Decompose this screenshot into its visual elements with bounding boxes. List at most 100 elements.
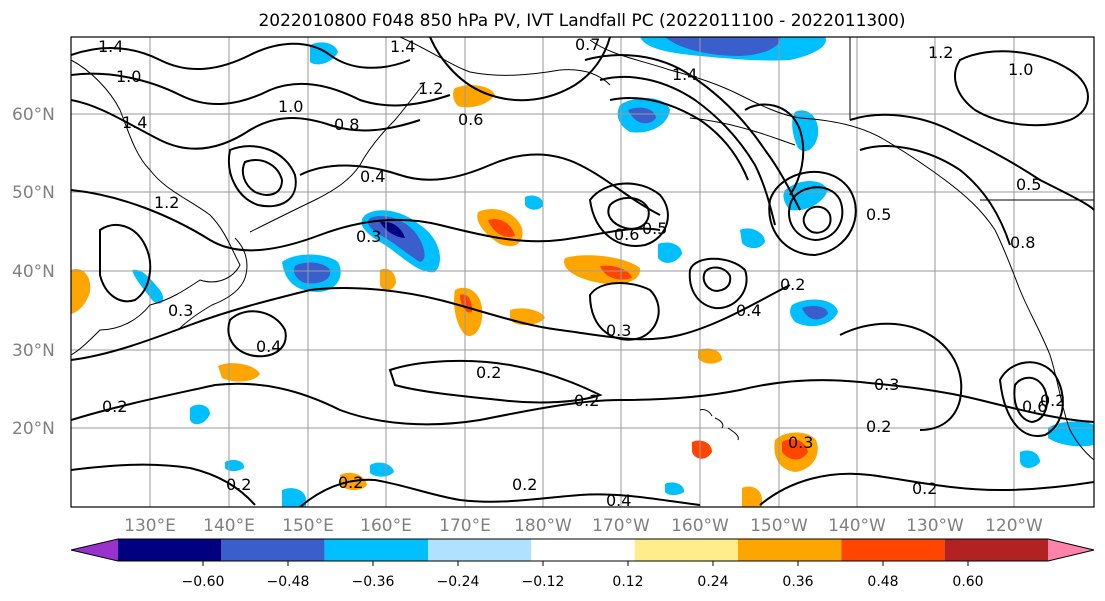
neg-patch-kamchatka-core: [367, 215, 425, 262]
contour-label: 0.2: [226, 475, 251, 494]
lat-label: 40°N: [12, 262, 55, 282]
lon-label: 130°W: [906, 516, 964, 536]
pos-patch-small7: [742, 486, 762, 507]
colorbar-tick-label: 0.24: [697, 574, 728, 590]
lat-label: 30°N: [12, 341, 55, 361]
contour-mid-1: [71, 189, 661, 252]
pos-patch-small6: [692, 440, 712, 459]
contour-central-03: [588, 282, 660, 341]
neg-patch-small3: [658, 242, 682, 263]
pos-patch-west-edge: [71, 269, 91, 314]
lon-label: 140°W: [828, 516, 886, 536]
contour-label: 0.2: [476, 363, 501, 382]
colorbar-tick-label: 0.48: [867, 574, 898, 590]
contour-west-04: [227, 310, 287, 358]
pos-patch-mid2-core: [600, 265, 632, 280]
contour-label: 1.0: [1008, 60, 1033, 79]
contour-east-03: [839, 322, 963, 431]
colorbar-extend-high: [1048, 539, 1094, 561]
neg-patch-japan-core: [294, 262, 331, 284]
contour-alaska-2: [599, 75, 776, 226]
contour-south-02: [71, 463, 256, 506]
contour-label: 0.2: [102, 397, 127, 416]
contour-label: 0.4: [736, 301, 761, 320]
lat-label: 60°N: [12, 105, 55, 125]
contour-label: 0.3: [606, 321, 631, 340]
colorbar-tick-label: −0.24: [437, 574, 480, 590]
neg-patch-alaska-west-core: [628, 107, 656, 124]
contour-label: 0.3: [168, 301, 193, 320]
neg-patch-small10: [525, 195, 544, 210]
contour-label: 0.5: [1016, 175, 1041, 194]
contour-label: 1.4: [390, 37, 415, 56]
contour-ne-2: [859, 145, 1011, 246]
colorbar-outline: [70, 538, 1095, 562]
colorbar-tick-label: −0.48: [267, 574, 310, 590]
contour-label: 0.5: [866, 205, 891, 224]
neg-patch-small4: [282, 488, 307, 507]
colorbar-segment: [738, 539, 842, 561]
neg-patch-gulf: [792, 110, 819, 152]
contour-label-group: 1.4 1.4 0.7 1.2 1.0 1.4 1.0 1.2 0.8 0.6 …: [98, 35, 1065, 510]
lon-label: 120°W: [985, 516, 1043, 536]
neg-patch-small9: [665, 482, 685, 495]
colorbar-tick-label: 0.36: [782, 574, 813, 590]
contour-label: 1.4: [672, 65, 697, 84]
colorbar-tick-label: −0.12: [522, 574, 565, 590]
contour-label: 0.2: [780, 275, 805, 294]
contour-ne-eddy-2: [788, 186, 844, 242]
contour-label: 0.4: [606, 491, 631, 510]
contour-label: 0.8: [334, 115, 359, 134]
japan-coast: [177, 237, 248, 331]
siberia-coast: [399, 37, 611, 86]
contour-north-3: [71, 99, 421, 150]
pos-patch-north: [453, 85, 495, 108]
neg-patch-east1-core: [802, 306, 828, 320]
colorbar-tick-label: −0.60: [182, 574, 225, 590]
colorbar-tick-label: 0.60: [952, 574, 983, 590]
lon-label: 160°W: [671, 516, 729, 536]
neg-patch-north-core: [665, 37, 781, 56]
contour-label: 0.7: [575, 35, 600, 54]
contour-label: 1.4: [98, 37, 123, 56]
contour-label: 1.2: [154, 193, 179, 212]
latitude-labels: 60°N 50°N 40°N 30°N 20°N: [12, 105, 55, 439]
contour-band-03: [71, 284, 791, 361]
contour-japan-west: [99, 224, 152, 303]
neg-patch-small2: [740, 228, 765, 249]
pos-patch-small2: [380, 268, 396, 291]
colorbar-segment: [324, 539, 428, 561]
contour-east-eddy: [688, 257, 748, 310]
pos-patch-mid1-core: [488, 218, 515, 238]
contour-label: 0.6: [614, 225, 639, 244]
colorbar-segment: [221, 539, 325, 561]
contour-band-02-north: [388, 359, 603, 404]
lon-label: 170°E: [439, 516, 491, 536]
alaska-coast: [589, 39, 1094, 461]
neg-patch-small6: [370, 462, 394, 477]
figure-title: 2022010800 F048 850 hPa PV, IVT Landfall…: [258, 11, 905, 31]
contour-label: 1.0: [116, 67, 141, 86]
contour-label: 1.4: [122, 113, 147, 132]
contour-label: 1.0: [278, 97, 303, 116]
contour-label: 0.4: [256, 337, 281, 356]
contour-label: 0.8: [1010, 233, 1035, 252]
contour-label: 0.6: [1022, 397, 1047, 416]
kurils-coast: [249, 81, 426, 233]
contour-west-eddy-inner: [241, 159, 284, 196]
coastlines: [71, 37, 1094, 461]
neg-patch-small8: [190, 404, 210, 425]
colorbar-segment: [428, 539, 532, 561]
pos-patch-south-core: [782, 439, 808, 460]
contour-north-1: [71, 42, 411, 71]
lon-label: 170°W: [592, 516, 650, 536]
colorbar-segment: [944, 539, 1048, 561]
contour-band-02-main: [71, 379, 1094, 426]
contour-ne-eddy-1: [768, 171, 857, 257]
contour-label: 0.4: [360, 167, 385, 186]
contour-label: 0.2: [512, 475, 537, 494]
contour-alaska-1: [584, 54, 801, 211]
contour-se-loop-inner: [1013, 376, 1048, 424]
contour-ne-loop: [954, 50, 1089, 127]
